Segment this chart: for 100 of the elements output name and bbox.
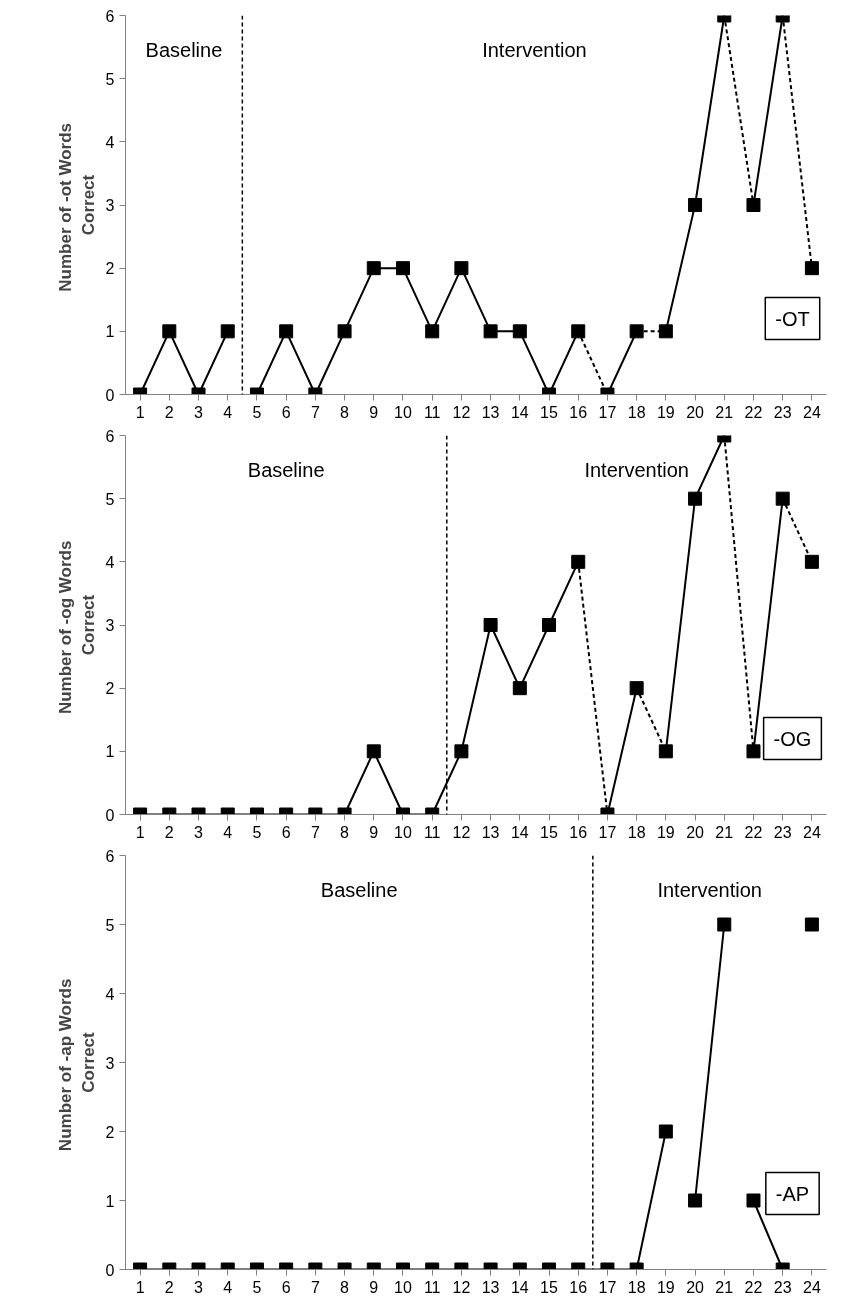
x-tick-label: 2	[164, 403, 174, 421]
x-tick-label: 19	[656, 403, 675, 421]
x-tick-label: 4	[223, 823, 233, 841]
y-tick-label: 3	[105, 1054, 115, 1072]
x-tick-label: 17	[598, 1278, 617, 1296]
y-tick-label: 6	[105, 427, 115, 445]
x-tick-label: 19	[656, 823, 675, 841]
y-axis-title: Number of -ap Words Correct	[55, 978, 98, 1152]
x-tick-label: 3	[194, 403, 204, 421]
x-tick-label: 5	[252, 403, 262, 421]
point	[337, 324, 352, 339]
x-tick-label: 20	[686, 1278, 705, 1296]
x-tick-label: 5	[252, 1278, 262, 1296]
x-tick-label: 6	[281, 1278, 291, 1296]
x-tick-label: 3	[194, 823, 204, 841]
y-tick-label: 4	[105, 553, 115, 571]
x-tick-label: 13	[481, 1278, 500, 1296]
x-tick-label: 18	[627, 1278, 646, 1296]
x-tick-label: 14	[510, 403, 529, 421]
x-tick-label: 1	[135, 403, 145, 421]
x-tick-label: 24	[803, 1278, 821, 1296]
x-tick-label: 1	[135, 1278, 145, 1296]
y-tick-label: 3	[105, 617, 115, 634]
point	[454, 261, 469, 276]
x-tick-label: 11	[423, 823, 441, 841]
x-tick-label: 15	[540, 823, 559, 841]
x-tick-label: 16	[569, 403, 588, 421]
x-tick-label: 12	[452, 403, 471, 421]
x-tick-label: 11	[423, 403, 441, 421]
y-tick-label: 4	[105, 133, 115, 151]
point	[804, 554, 819, 569]
x-tick-label: 20	[686, 823, 705, 841]
annotation: Baseline	[145, 38, 223, 61]
x-tick-label: 22	[744, 403, 763, 421]
x-tick-label: 9	[369, 1278, 379, 1296]
y-tick-label: 4	[105, 985, 115, 1003]
point	[804, 261, 819, 276]
x-tick-label: 3	[194, 1278, 204, 1296]
y-tick-label: 1	[105, 323, 115, 341]
y-tick-label: 0	[105, 806, 115, 824]
y-tick-label: 6	[105, 847, 115, 865]
x-tick-label: 9	[369, 403, 379, 421]
y-tick-label: 5	[105, 916, 115, 934]
x-tick-label: 8	[340, 403, 350, 421]
annotation: -OT	[775, 307, 810, 330]
y-axis-title: Number of -ot Words Correct	[55, 122, 98, 292]
x-tick-label: 5	[252, 823, 262, 841]
y-tick-label: 6	[105, 7, 115, 25]
x-tick-label: 22	[744, 823, 763, 841]
x-tick-label: 16	[569, 1278, 588, 1296]
x-tick-label: 2	[164, 823, 174, 841]
y-tick-label: 0	[105, 1261, 115, 1279]
x-tick-label: 18	[627, 403, 646, 421]
y-tick-label: 2	[105, 1123, 115, 1141]
y-tick-label: 5	[105, 70, 115, 88]
x-tick-label: 6	[281, 823, 291, 841]
x-tick-label: 11	[423, 1278, 441, 1296]
x-tick-label: 1	[135, 823, 145, 841]
annotation: Baseline	[247, 458, 325, 481]
x-tick-label: 14	[510, 1278, 529, 1296]
x-tick-label: 22	[744, 1278, 763, 1296]
x-tick-label: 9	[369, 823, 379, 841]
x-tick-label: 12	[452, 1278, 471, 1296]
annotation: Intervention	[482, 38, 587, 61]
x-tick-label: 21	[715, 823, 734, 841]
annotation: Baseline	[320, 878, 398, 901]
x-tick-label: 24	[803, 823, 821, 841]
x-tick-label: 15	[540, 403, 559, 421]
x-tick-label: 7	[310, 403, 320, 421]
y-axis-title: Number of -og Words Correct	[55, 540, 98, 715]
annotation: -AP	[775, 1182, 810, 1205]
x-tick-label: 16	[569, 823, 588, 841]
x-tick-label: 21	[715, 1278, 734, 1296]
x-tick-label: 17	[598, 403, 617, 421]
y-tick-label: 2	[105, 680, 115, 698]
x-tick-label: 2	[164, 1278, 174, 1296]
x-tick-label: 13	[481, 823, 500, 841]
annotation: Intervention	[584, 458, 689, 481]
x-tick-label: 19	[656, 1278, 675, 1296]
x-tick-label: 8	[340, 823, 350, 841]
x-tick-label: 12	[452, 823, 471, 841]
point	[571, 324, 586, 339]
x-tick-label: 18	[627, 823, 646, 841]
x-tick-label: 13	[481, 403, 500, 421]
point	[483, 324, 498, 339]
x-tick-label: 15	[540, 1278, 559, 1296]
x-tick-label: 24	[803, 403, 821, 421]
point	[629, 324, 644, 339]
y-tick-label: 5	[105, 490, 115, 508]
x-tick-label: 10	[394, 1278, 412, 1296]
x-tick-label: 20	[686, 403, 705, 421]
annotation: -OG	[773, 727, 812, 750]
x-tick-label: 10	[394, 403, 412, 421]
x-tick-label: 23	[773, 1278, 792, 1296]
x-tick-label: 7	[310, 1278, 320, 1296]
x-tick-label: 10	[394, 823, 412, 841]
x-tick-label: 17	[598, 823, 617, 841]
point	[746, 198, 761, 212]
y-tick-label: 0	[105, 386, 115, 404]
x-tick-label: 14	[510, 823, 529, 841]
